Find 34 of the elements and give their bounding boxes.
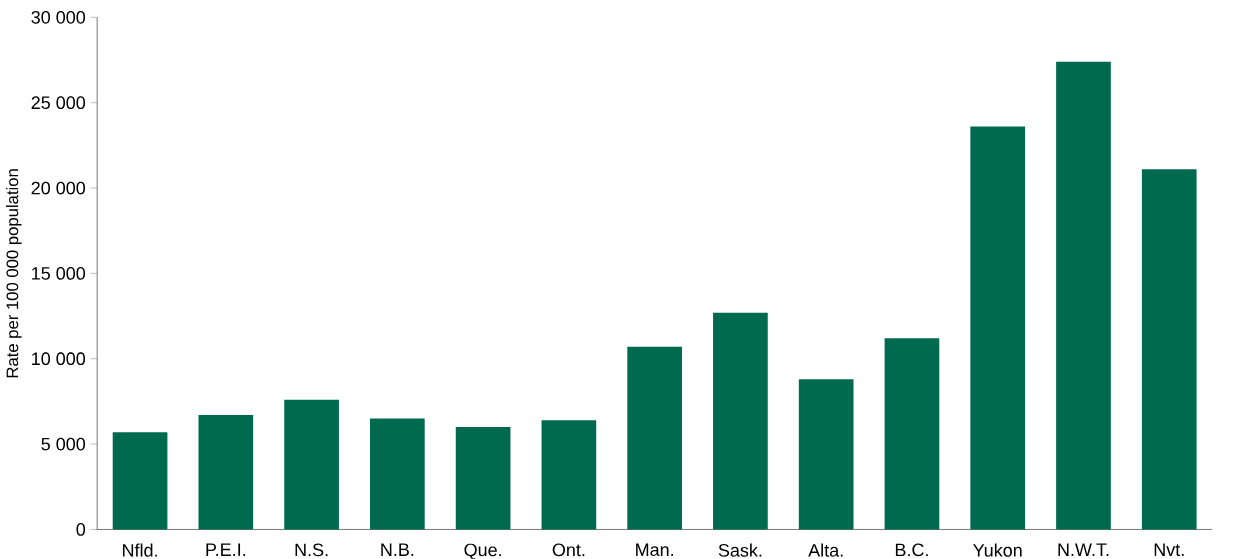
bar xyxy=(884,338,940,530)
x-tick-label: N.B. xyxy=(381,543,414,556)
x-tick-label: Nvt. xyxy=(1154,543,1184,557)
bar xyxy=(455,427,511,530)
x-tick-label: N.W.T. xyxy=(1058,543,1109,556)
bar xyxy=(713,312,768,530)
x-tick-label: Nfld. xyxy=(123,543,157,557)
bar xyxy=(798,379,854,530)
x-tick-label: Yukon xyxy=(973,543,1022,557)
bar xyxy=(627,346,682,530)
x-tick-label: Que. xyxy=(464,543,501,559)
bar xyxy=(970,126,1026,530)
x-tick-label: Alta. xyxy=(808,543,843,557)
x-tick-label: B.C. xyxy=(895,543,928,557)
bar xyxy=(541,420,597,530)
x-tick-label: Man. xyxy=(636,543,674,557)
x-tick-label: Ont. xyxy=(552,543,585,557)
y-axis-title: Rate per 100 000 population xyxy=(6,169,22,378)
bar xyxy=(1056,61,1111,530)
bar xyxy=(198,415,254,530)
bar xyxy=(370,418,425,530)
y-tick-label: 20 000 xyxy=(31,181,86,195)
y-tick-label: 30 000 xyxy=(31,11,86,24)
y-tick-label: 10 000 xyxy=(32,352,86,366)
bar xyxy=(1141,169,1197,530)
x-tick-label: N.S. xyxy=(295,543,328,557)
y-tick-label: 5 000 xyxy=(41,437,86,451)
y-tick-label: 15 000 xyxy=(32,267,86,280)
x-tick-label: Sask. xyxy=(718,543,762,557)
y-tick-label: 0 xyxy=(76,523,86,536)
bar xyxy=(284,399,339,530)
bar xyxy=(112,432,168,530)
x-tick-label: P.E.I. xyxy=(206,543,246,556)
y-tick-label: 25 000 xyxy=(31,96,86,110)
